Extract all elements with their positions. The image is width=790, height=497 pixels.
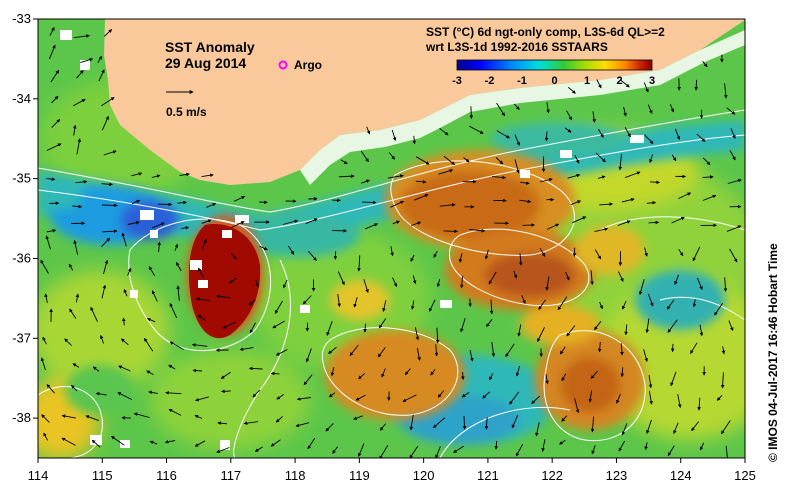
product-line-1: SST (°C) 6d ngt-only comp, L3S-6d QL>=2: [426, 25, 665, 39]
sst-field: [20, 19, 780, 461]
y-tick-label: -35: [12, 171, 31, 186]
x-tick-label: 119: [349, 468, 370, 483]
colorbar-tick-label: -2: [485, 75, 495, 87]
current-arrow: [222, 391, 231, 392]
x-tick-label: 115: [92, 468, 113, 483]
y-tick-label: -33: [12, 11, 31, 26]
x-tick-label: 118: [285, 468, 306, 483]
product-line-2: wrt L3S-1d 1992-2016 SSTAARS: [425, 40, 608, 54]
y-tick-label: -38: [12, 410, 31, 425]
colorbar-tick-label: -3: [452, 75, 462, 87]
x-tick-label: 121: [477, 468, 499, 483]
current-arrow: [362, 202, 376, 203]
current-arrow: [546, 132, 547, 141]
colorbar-tick-label: 3: [649, 75, 655, 87]
current-arrow: [389, 391, 390, 400]
colorbar-tick-label: 1: [584, 75, 590, 87]
x-tick-label: 124: [670, 468, 692, 483]
y-tick-label: -34: [12, 91, 31, 106]
x-tick-label: 120: [413, 468, 435, 483]
credit-text: © IMOS 04-Jul-2017 16:46 Hobart Time: [766, 243, 780, 462]
current-arrow: [471, 106, 472, 118]
current-arrow: [696, 80, 697, 90]
colorbar-tick-label: 2: [616, 75, 622, 87]
colorbar-tick-label: -1: [517, 75, 527, 87]
y-tick-label: -37: [12, 330, 31, 345]
x-tick-label: 122: [541, 468, 563, 483]
current-arrow: [649, 222, 659, 223]
map-date: 29 Aug 2014: [165, 55, 246, 71]
current-arrow: [463, 372, 464, 380]
x-tick-label: 123: [606, 468, 628, 483]
map-title: SST Anomaly: [165, 39, 255, 55]
current-arrow: [464, 416, 465, 429]
x-tick-label: 116: [156, 468, 177, 483]
x-tick-label: 125: [734, 468, 756, 483]
current-arrow: [673, 344, 674, 352]
x-tick-label: 117: [220, 468, 241, 483]
x-axis: 114 115 116 117 118 119 120 121 122 123 124 125: [28, 458, 756, 483]
current-arrow: [444, 231, 458, 232]
x-tick-label: 114: [28, 468, 49, 483]
argo-label: Argo: [294, 58, 322, 72]
scale-label: 0.5 m/s: [166, 105, 207, 119]
current-arrow: [271, 373, 279, 374]
colorbar-tick-label: 0: [551, 75, 557, 87]
y-tick-label: -36: [12, 250, 31, 265]
colorbar: [457, 60, 652, 70]
y-axis: -33 -34 -35 -36 -37 -38: [12, 11, 38, 425]
current-arrow: [703, 177, 714, 178]
